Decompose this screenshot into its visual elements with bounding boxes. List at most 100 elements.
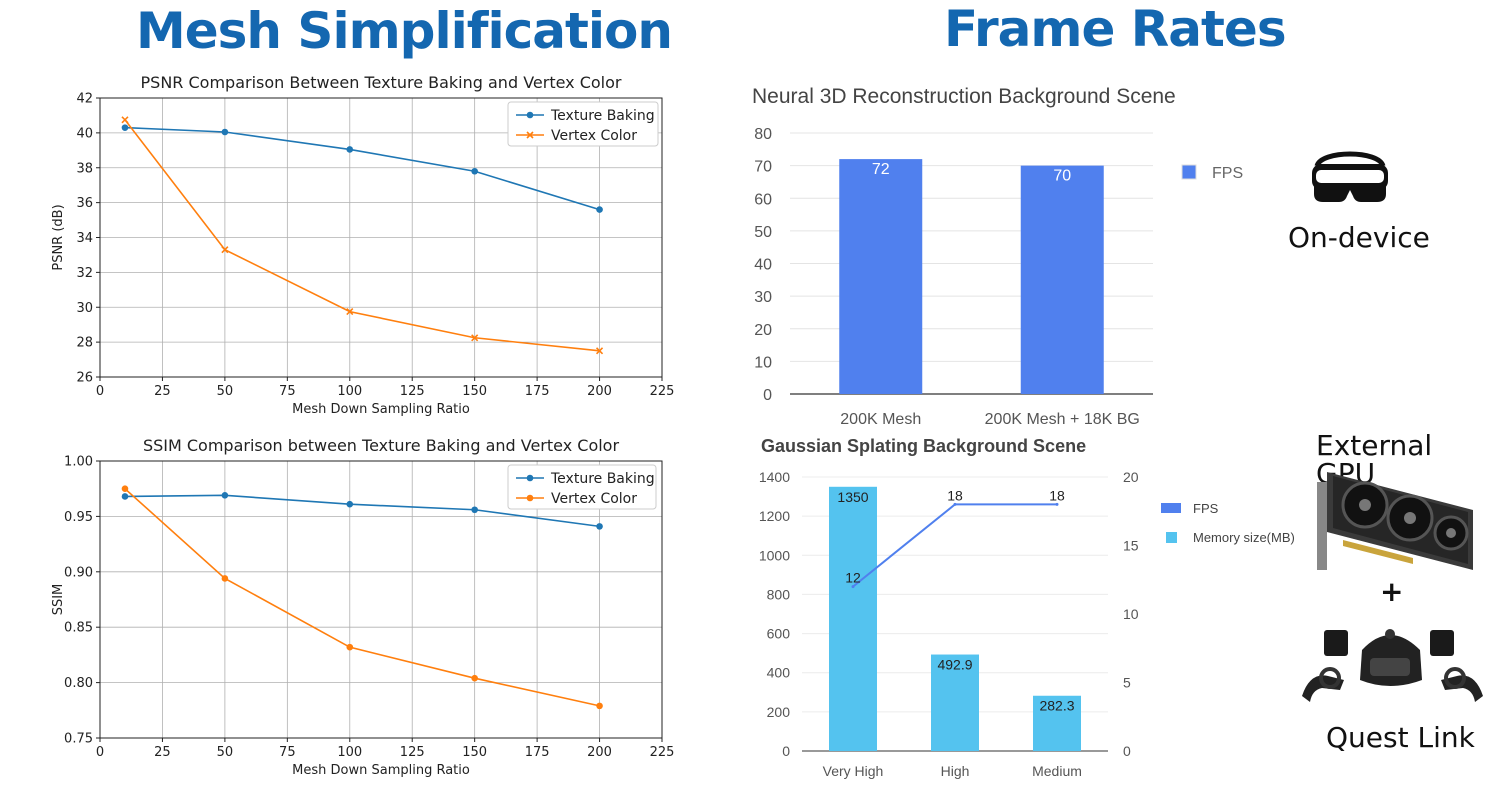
vertex-color-point xyxy=(346,308,354,316)
legend-vertex-color-marker xyxy=(526,131,534,139)
legend-texture-baking-marker xyxy=(526,474,534,482)
left-y-tick-label: 200 xyxy=(767,704,791,720)
plot-frame xyxy=(99,460,663,739)
x-tick-label: 225 xyxy=(650,384,675,399)
x-tick-label: 200K Mesh xyxy=(840,411,921,428)
fps-point-label: 18 xyxy=(1049,487,1065,503)
y-tick-label: 0.75 xyxy=(64,732,93,747)
plus-sign: + xyxy=(1380,575,1404,608)
y-tick-label: 28 xyxy=(76,336,93,351)
y-tick-label: 42 xyxy=(76,92,93,107)
legend-fps-label: FPS xyxy=(1193,501,1219,516)
x-tick-label: 75 xyxy=(279,384,296,399)
y-tick-label: 36 xyxy=(76,196,93,211)
y-tick-label: 80 xyxy=(754,126,772,143)
x-tick-label: 100 xyxy=(337,745,362,760)
x-tick-label: 200 xyxy=(587,745,612,760)
y-tick-label: 38 xyxy=(76,161,93,176)
memory-bar-label: 1350 xyxy=(837,489,868,505)
x-tick-label: 225 xyxy=(650,745,675,760)
chart-title: Gaussian Splating Background Scene xyxy=(761,436,1086,456)
mesh-simplification-title: Mesh Simplification xyxy=(136,2,673,60)
y-tick-label: 10 xyxy=(754,354,772,371)
graphics-card-icon xyxy=(1317,472,1473,570)
y-tick-label: 40 xyxy=(754,257,772,274)
y-tick-label: 32 xyxy=(76,266,93,281)
x-tick-label: 0 xyxy=(96,745,104,760)
legend-texture-baking-label: Texture Baking xyxy=(550,108,655,124)
left-y-tick-label: 400 xyxy=(767,665,791,681)
y-tick-label: 60 xyxy=(754,191,772,208)
memory-bar xyxy=(1033,695,1081,751)
vertex-color-point xyxy=(471,334,479,342)
legend-fps-label: FPS xyxy=(1212,165,1243,182)
x-tick-label: High xyxy=(941,763,970,779)
texture-baking-point xyxy=(596,523,603,530)
y-tick-label: 0.95 xyxy=(64,510,93,525)
right-y-tick-label: 5 xyxy=(1123,675,1131,691)
texture-baking-point xyxy=(471,167,478,175)
y-tick-label: 0.85 xyxy=(64,621,93,636)
fps-point-label: 12 xyxy=(845,570,861,586)
chart-title: Neural 3D Reconstruction Background Scen… xyxy=(752,85,1176,108)
legend-fps-swatch xyxy=(1161,503,1181,513)
y-tick-label: 20 xyxy=(754,322,772,339)
right-y-tick-label: 15 xyxy=(1123,538,1139,554)
x-axis-label: Mesh Down Sampling Ratio xyxy=(292,402,470,417)
left-y-tick-label: 800 xyxy=(767,586,791,602)
x-tick-label: 200K Mesh + 18K BG xyxy=(985,411,1140,428)
left-y-tick-label: 1400 xyxy=(759,469,790,485)
y-tick-label: 34 xyxy=(76,231,93,246)
frame-rates-title: Frame Rates xyxy=(944,0,1287,58)
left-y-tick-label: 1200 xyxy=(759,508,790,524)
right-y-tick-label: 10 xyxy=(1123,606,1139,622)
vertex-color-point xyxy=(595,347,604,355)
left-y-tick-label: 1000 xyxy=(759,547,790,563)
x-tick-label: 25 xyxy=(154,384,171,399)
memory-bar xyxy=(931,654,979,751)
fps-bar-label: 72 xyxy=(872,161,890,178)
plot-frame xyxy=(99,97,663,378)
right-y-tick-label: 0 xyxy=(1123,743,1131,759)
y-tick-label: 70 xyxy=(754,159,772,176)
vertex-color-point xyxy=(121,485,129,492)
x-tick-label: 175 xyxy=(525,745,550,760)
legend-memory-swatch xyxy=(1166,532,1177,543)
x-tick-label: Very High xyxy=(823,763,884,779)
y-tick-label: 0.80 xyxy=(64,676,93,691)
legend-texture-baking-label: Texture Baking xyxy=(550,471,655,487)
on-device-caption: On-device xyxy=(1288,221,1430,254)
x-tick-label: 50 xyxy=(217,745,234,760)
y-tick-label: 50 xyxy=(754,224,772,241)
fps-bar xyxy=(839,159,923,394)
fps-point-label: 18 xyxy=(947,487,963,503)
x-axis-label: Mesh Down Sampling Ratio xyxy=(292,763,470,778)
chart-title: PSNR Comparison Between Texture Baking a… xyxy=(141,73,622,92)
vertex-color-point xyxy=(121,116,129,124)
legend-vertex-color-label: Vertex Color xyxy=(551,128,637,144)
vertex-color-point xyxy=(221,246,229,254)
fps-point xyxy=(1055,502,1059,506)
y-tick-label: 30 xyxy=(76,301,93,316)
legend-box xyxy=(507,464,657,510)
texture-baking-point xyxy=(346,500,354,508)
y-tick-label: 1.00 xyxy=(64,455,93,470)
memory-bar-label: 492.9 xyxy=(937,657,972,673)
texture-baking-point xyxy=(221,128,229,136)
legend-texture-baking-marker xyxy=(526,111,534,119)
gaussian-splatting-chart: Gaussian Splating Background Scene 0 200 40… xyxy=(759,436,1295,779)
x-tick-label: 150 xyxy=(462,384,487,399)
y-tick-label: 26 xyxy=(76,371,93,386)
legend-vertex-color-marker xyxy=(526,494,534,502)
texture-baking-point xyxy=(471,506,478,514)
ssim-chart: SSIM Comparison between Texture Baking a… xyxy=(51,436,675,778)
neural-3d-fps-chart: Neural 3D Reconstruction Background Scen… xyxy=(752,85,1243,428)
y-axis-label: SSIM xyxy=(51,584,66,616)
texture-baking-point xyxy=(121,493,129,500)
x-tick-label: 75 xyxy=(279,745,296,760)
fps-bar xyxy=(1020,165,1104,394)
texture-baking-point xyxy=(221,492,229,499)
y-axis-label: PSNR (dB) xyxy=(51,204,66,270)
texture-baking-point xyxy=(346,146,354,153)
legend-fps-swatch xyxy=(1181,164,1197,180)
